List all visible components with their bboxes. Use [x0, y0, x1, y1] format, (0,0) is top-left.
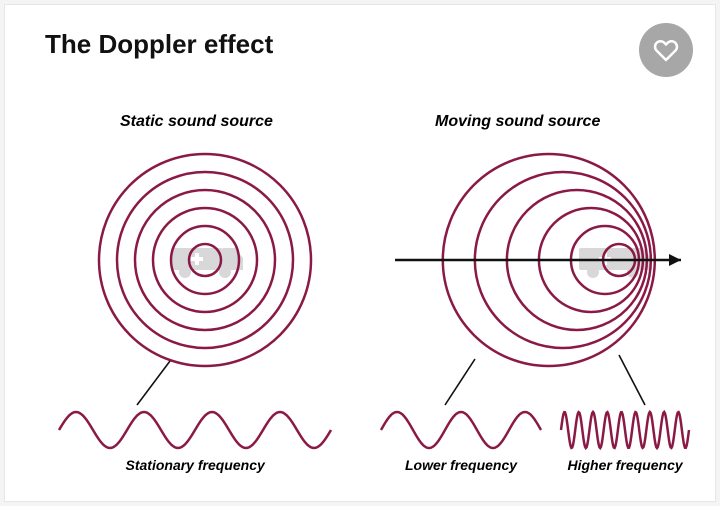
- pointer-line: [445, 359, 475, 405]
- pointer-line: [619, 355, 645, 405]
- ambulance-icon: [171, 248, 243, 278]
- diagram-card: The Doppler effect Static sound source M…: [4, 4, 716, 502]
- motion-arrowhead: [669, 254, 681, 266]
- higher-frequency-wave: [561, 412, 689, 448]
- pointer-line: [137, 361, 170, 405]
- caption-stationary: Stationary frequency: [126, 457, 265, 473]
- diagram-svg: [5, 5, 717, 503]
- caption-higher: Higher frequency: [568, 457, 683, 473]
- stationary-wave: [59, 412, 331, 448]
- caption-lower: Lower frequency: [405, 457, 517, 473]
- lower-frequency-wave: [381, 412, 541, 448]
